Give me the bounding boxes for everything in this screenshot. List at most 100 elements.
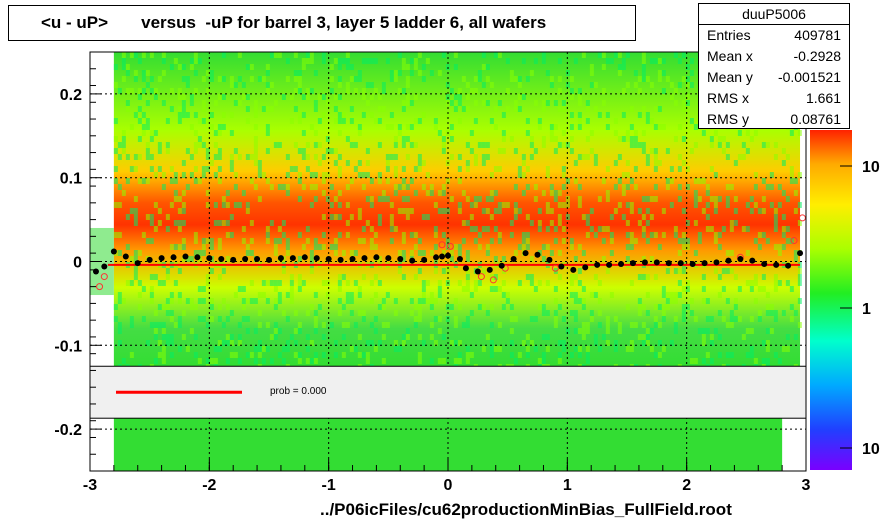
heatmap-cell (337, 274, 342, 280)
heatmap-cell (513, 100, 518, 106)
heatmap-cell (485, 208, 490, 214)
heatmap-cell (241, 94, 246, 100)
heatmap-cell (149, 286, 154, 292)
heatmap-cell (501, 202, 506, 208)
heatmap-cell (389, 112, 394, 118)
heatmap-cell (313, 154, 318, 160)
heatmap-cell (637, 112, 642, 118)
heatmap-cell (745, 250, 750, 256)
heatmap-cell (257, 322, 262, 328)
heatmap-cell (205, 190, 210, 196)
heatmap-cell (293, 52, 298, 58)
heatmap-cell (457, 88, 462, 94)
heatmap-cell (357, 292, 362, 298)
heatmap-cell (437, 358, 442, 364)
heatmap-cell (157, 208, 162, 214)
heatmap-cell (553, 238, 558, 244)
heatmap-cell (161, 58, 166, 64)
heatmap-cell (645, 310, 650, 316)
heatmap-cell (573, 274, 578, 280)
heatmap-cell (785, 226, 790, 232)
heatmap-cell (617, 136, 622, 142)
stats-value: -0.001521 (777, 69, 841, 85)
heatmap-cell (193, 148, 198, 154)
heatmap-cell (457, 358, 462, 364)
heatmap-cell (333, 106, 338, 112)
heatmap-cell (549, 76, 554, 82)
heatmap-cell (753, 298, 758, 304)
heatmap-cell (541, 106, 546, 112)
heatmap-cell (245, 298, 250, 304)
heatmap-cell (349, 346, 354, 352)
heatmap-cell (641, 130, 646, 136)
heatmap-cell (685, 238, 690, 244)
heatmap-cell (417, 298, 422, 304)
heatmap-cell (573, 160, 578, 166)
heatmap-cell (493, 346, 498, 352)
heatmap-cell (481, 304, 486, 310)
heatmap-cell (685, 280, 690, 286)
heatmap-cell (253, 160, 258, 166)
heatmap-cell (673, 268, 678, 274)
heatmap-cell (521, 154, 526, 160)
heatmap-cell (149, 88, 154, 94)
heatmap-cell (537, 220, 542, 226)
profile-point (558, 263, 565, 270)
x-tick-label: 1 (563, 477, 572, 494)
heatmap-cell (721, 316, 726, 322)
heatmap-cell (277, 238, 282, 244)
heatmap-cell (285, 238, 290, 244)
heatmap-cell (397, 52, 402, 58)
heatmap-cell (265, 232, 270, 238)
heatmap-cell (557, 202, 562, 208)
heatmap-cell (401, 58, 406, 64)
heatmap-cell (561, 172, 566, 178)
heatmap-cell (513, 316, 518, 322)
heatmap-cell (525, 244, 530, 250)
heatmap-cell (133, 274, 138, 280)
heatmap-cell (133, 76, 138, 82)
heatmap-cell (713, 172, 718, 178)
profile-point (797, 250, 804, 257)
heatmap-cell (677, 196, 682, 202)
heatmap-cell (717, 352, 722, 358)
heatmap-cell (681, 268, 686, 274)
heatmap-cell (437, 208, 442, 214)
heatmap-cell (317, 118, 322, 124)
heatmap-cell (525, 238, 530, 244)
heatmap-cell (345, 184, 350, 190)
heatmap-cell (509, 136, 514, 142)
heatmap-cell (157, 280, 162, 286)
heatmap-cell (709, 226, 714, 232)
profile-point (498, 262, 505, 269)
heatmap-cell (169, 244, 174, 250)
heatmap-cell (737, 316, 742, 322)
heatmap-cell (329, 76, 334, 82)
heatmap-cell (769, 304, 774, 310)
heatmap-cell (205, 358, 210, 364)
heatmap-cell (417, 70, 422, 76)
heatmap-cell (585, 232, 590, 238)
heatmap-cell (385, 160, 390, 166)
heatmap-cell (257, 352, 262, 358)
heatmap-cell (453, 64, 458, 70)
heatmap-cell (269, 52, 274, 58)
profile-point (665, 260, 672, 267)
heatmap-cell (225, 304, 230, 310)
heatmap-cell (117, 292, 122, 298)
heatmap-cell (393, 226, 398, 232)
heatmap-cell (497, 238, 502, 244)
heatmap-cell (405, 124, 410, 130)
heatmap-cell (733, 304, 738, 310)
heatmap-cell (789, 166, 794, 172)
heatmap-cell (193, 250, 198, 256)
heatmap-cell (509, 352, 514, 358)
heatmap-cell (545, 346, 550, 352)
heatmap-cell (173, 58, 178, 64)
heatmap-cell (613, 160, 618, 166)
heatmap-cell (541, 190, 546, 196)
heatmap-cell (177, 196, 182, 202)
heatmap-cell (685, 100, 690, 106)
heatmap-cell (381, 334, 386, 340)
heatmap-cell (677, 280, 682, 286)
